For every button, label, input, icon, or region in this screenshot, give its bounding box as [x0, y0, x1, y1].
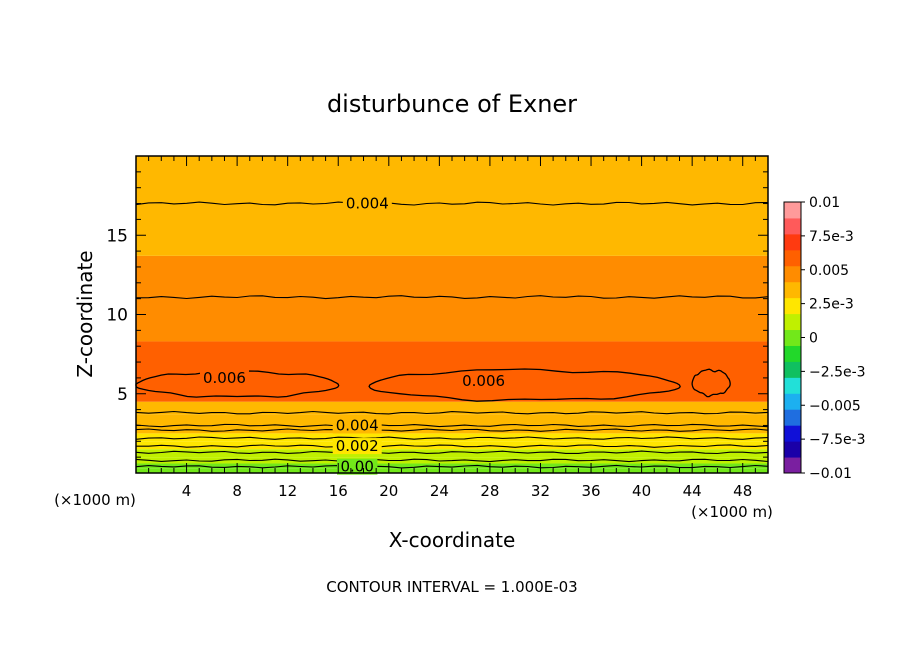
- colorbar-segment: [784, 377, 801, 394]
- contour-band: [136, 156, 768, 204]
- colorbar-segment: [784, 361, 801, 378]
- contour-label: 0.006: [462, 372, 505, 390]
- maximum-region-contour: [368, 368, 681, 402]
- x-tick-label: 8: [232, 482, 242, 500]
- x-tick-label: 4: [182, 482, 192, 500]
- x-tick-label: 24: [430, 482, 449, 500]
- colorbar-segment: [784, 281, 801, 299]
- x-tick-label: 12: [278, 482, 297, 500]
- contour-line: [135, 410, 769, 415]
- contour-label-background: [342, 195, 392, 212]
- y-axis-label: Z-coordinate: [73, 250, 97, 377]
- colorbar-segment: [784, 409, 801, 426]
- x-tick-label: 40: [632, 482, 651, 500]
- contour-labels: 0.00 0.002 0.004 0.004 0.006 0.006: [199, 195, 509, 476]
- contour-band: [136, 433, 768, 442]
- contour-band: [136, 425, 768, 434]
- x-tick-label: 36: [581, 482, 600, 500]
- colorbar-label: −2.5e-3: [809, 364, 866, 380]
- colorbar-segment: [784, 313, 801, 331]
- contour-label: 0.006: [203, 369, 246, 387]
- colorbar-segment: [784, 202, 801, 219]
- colorbar-segment: [784, 393, 801, 410]
- y-tick-label: 5: [117, 385, 128, 405]
- colorbar-label: 0: [809, 331, 818, 347]
- contour-band: [136, 255, 768, 296]
- y-tick-label: 10: [106, 306, 128, 326]
- x-axis-label: X-coordinate: [389, 528, 516, 552]
- colorbar-label: 7.5e-3: [809, 229, 854, 245]
- colorbar-segment: [784, 345, 801, 362]
- contour-line: [135, 450, 769, 455]
- contour-line: [135, 295, 769, 300]
- contour-line: [136, 444, 769, 448]
- contour-label-background: [332, 438, 382, 455]
- contour-band: [136, 295, 768, 342]
- y-axis-ticks: 5 10 15: [106, 171, 768, 458]
- contour-interval-note: CONTOUR INTERVAL = 1.000E-03: [326, 578, 577, 596]
- contour-label-background: [199, 369, 249, 386]
- contour-band: [136, 463, 768, 469]
- maximum-region-contour: [691, 368, 731, 398]
- colorbar-label: 2.5e-3: [809, 297, 854, 313]
- colorbar-label: −7.5e-3: [809, 432, 866, 448]
- contour-band: [136, 414, 768, 426]
- contour-line: [135, 428, 769, 432]
- colorbar-segment: [784, 233, 801, 251]
- colorbar-segment: [784, 249, 801, 267]
- x-tick-label: 16: [329, 482, 348, 500]
- contour-line: [135, 464, 769, 469]
- colorbar-segment: [784, 441, 801, 458]
- contour-label: 0.00: [340, 458, 373, 476]
- contour-line: [135, 436, 769, 440]
- contour-line: [135, 201, 769, 206]
- contour-label: 0.004: [346, 195, 389, 213]
- contour-band: [136, 203, 768, 256]
- colorbar-segment: [784, 457, 801, 474]
- contour-label-background: [332, 417, 382, 434]
- colorbar: 0.01 7.5e-3 0.005 2.5e-3 0 −2.5e-3 −0.005 −7.5e…: [783, 195, 866, 482]
- contour-label-background: [459, 373, 509, 390]
- x-tick-label: 20: [379, 482, 398, 500]
- x-unit-label-right: (×1000 m): [691, 503, 773, 521]
- x-tick-label: 32: [531, 482, 550, 500]
- y-tick-label: 15: [106, 226, 128, 246]
- colorbar-label: −0.01: [809, 466, 852, 482]
- colorbar-label: 0.01: [809, 195, 840, 211]
- colorbar-segment: [784, 425, 801, 442]
- contour-lines: [135, 201, 769, 469]
- colorbar-segment: [784, 265, 801, 283]
- contour-line: [135, 458, 769, 463]
- x-tick-label: 28: [480, 482, 499, 500]
- contour-label: 0.004: [336, 416, 379, 434]
- x-tick-label: 48: [733, 482, 752, 500]
- colorbar-segment: [784, 297, 801, 315]
- contour-label-background: [337, 458, 378, 475]
- contour-band: [136, 449, 768, 458]
- x-unit-label-left: (×1000 m): [54, 491, 136, 509]
- chart-title: disturbunce of Exner: [327, 90, 577, 118]
- colorbar-segment: [784, 329, 801, 346]
- contour-label: 0.002: [336, 437, 379, 455]
- colorbar-segment: [784, 217, 801, 235]
- x-tick-label: 44: [683, 482, 702, 500]
- contour-band: [136, 401, 768, 415]
- colorbar-label: 0.005: [809, 263, 849, 279]
- colorbar-label: −0.005: [809, 398, 861, 414]
- contour-line: [135, 423, 769, 428]
- x-axis-ticks: 4 8 12 16 20 24 28 32 36 40 44 48: [148, 156, 756, 500]
